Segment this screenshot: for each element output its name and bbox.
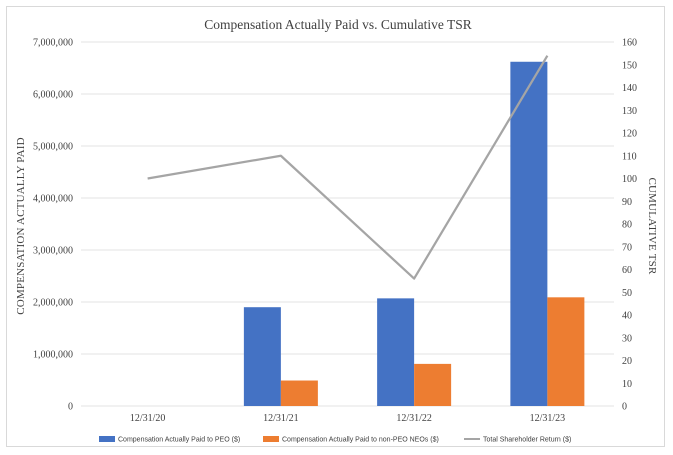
left-tick-label: 1,000,000: [33, 350, 73, 361]
bar-non-peo-neos: [414, 363, 452, 406]
legend-label: Compensation Actually Paid to PEO ($): [118, 437, 240, 444]
right-tick-label: 0: [622, 402, 627, 413]
chart-title: Compensation Actually Paid vs. Cumulativ…: [204, 17, 472, 32]
right-tick-label: 140: [622, 83, 637, 94]
x-tick-label: 12/31/22: [396, 413, 432, 424]
left-tick-label: 4,000,000: [33, 194, 73, 205]
right-tick-label: 80: [622, 220, 632, 231]
x-tick-label: 12/31/21: [263, 413, 299, 424]
right-tick-label: 70: [622, 242, 632, 253]
right-tick-label: 40: [622, 311, 632, 322]
x-tick-label: 12/31/20: [130, 413, 166, 424]
bar-non-peo-neos: [280, 380, 318, 406]
bar-non-peo-neos: [547, 297, 585, 406]
left-tick-label: 5,000,000: [33, 142, 73, 153]
legend: Compensation Actually Paid to PEO ($) Com…: [99, 436, 571, 444]
right-tick-label: 30: [622, 333, 632, 344]
left-tick-label: 0: [68, 402, 73, 413]
x-axis-ticks: 12/31/20 12/31/21 12/31/22 12/31/23: [130, 413, 565, 424]
right-tick-label: 120: [622, 129, 637, 140]
x-tick-label: 12/31/23: [530, 413, 566, 424]
right-tick-label: 50: [622, 288, 632, 299]
tsr-line-layer: [147, 55, 549, 280]
tsr-line: [147, 55, 549, 280]
left-tick-label: 3,000,000: [33, 246, 73, 257]
bar-peo: [377, 298, 415, 406]
right-tick-label: 20: [622, 356, 632, 367]
left-axis-ticks: 0 1,000,000 2,000,000 3,000,000 4,000,000 5,0…: [33, 38, 73, 413]
right-tick-label: 110: [622, 151, 637, 162]
legend-swatch: [263, 436, 279, 442]
right-tick-label: 100: [622, 174, 637, 185]
right-tick-label: 130: [622, 106, 637, 117]
left-tick-label: 7,000,000: [33, 38, 73, 49]
right-axis-ticks: 0 10 20 30 40 50 60 70 80 90 100 110 120 130 140 150 160: [622, 38, 637, 413]
legend-label: Total Shareholder Return ($): [483, 437, 571, 444]
left-tick-label: 2,000,000: [33, 298, 73, 309]
right-axis-title: CUMULATIVE TSR: [646, 177, 658, 274]
legend-swatch: [99, 436, 115, 442]
right-tick-label: 160: [622, 38, 637, 49]
right-tick-label: 90: [622, 197, 632, 208]
bar-peo: [510, 61, 548, 406]
left-tick-label: 6,000,000: [33, 90, 73, 101]
right-tick-label: 60: [622, 265, 632, 276]
bar-peo: [243, 307, 281, 406]
right-tick-label: 150: [622, 60, 637, 71]
legend-label: Compensation Actually Paid to non-PEO NE…: [282, 437, 439, 444]
left-axis-title: COMPENSATION ACTUALLY PAID: [15, 137, 27, 314]
right-tick-label: 10: [622, 379, 632, 390]
bars: [243, 61, 585, 406]
